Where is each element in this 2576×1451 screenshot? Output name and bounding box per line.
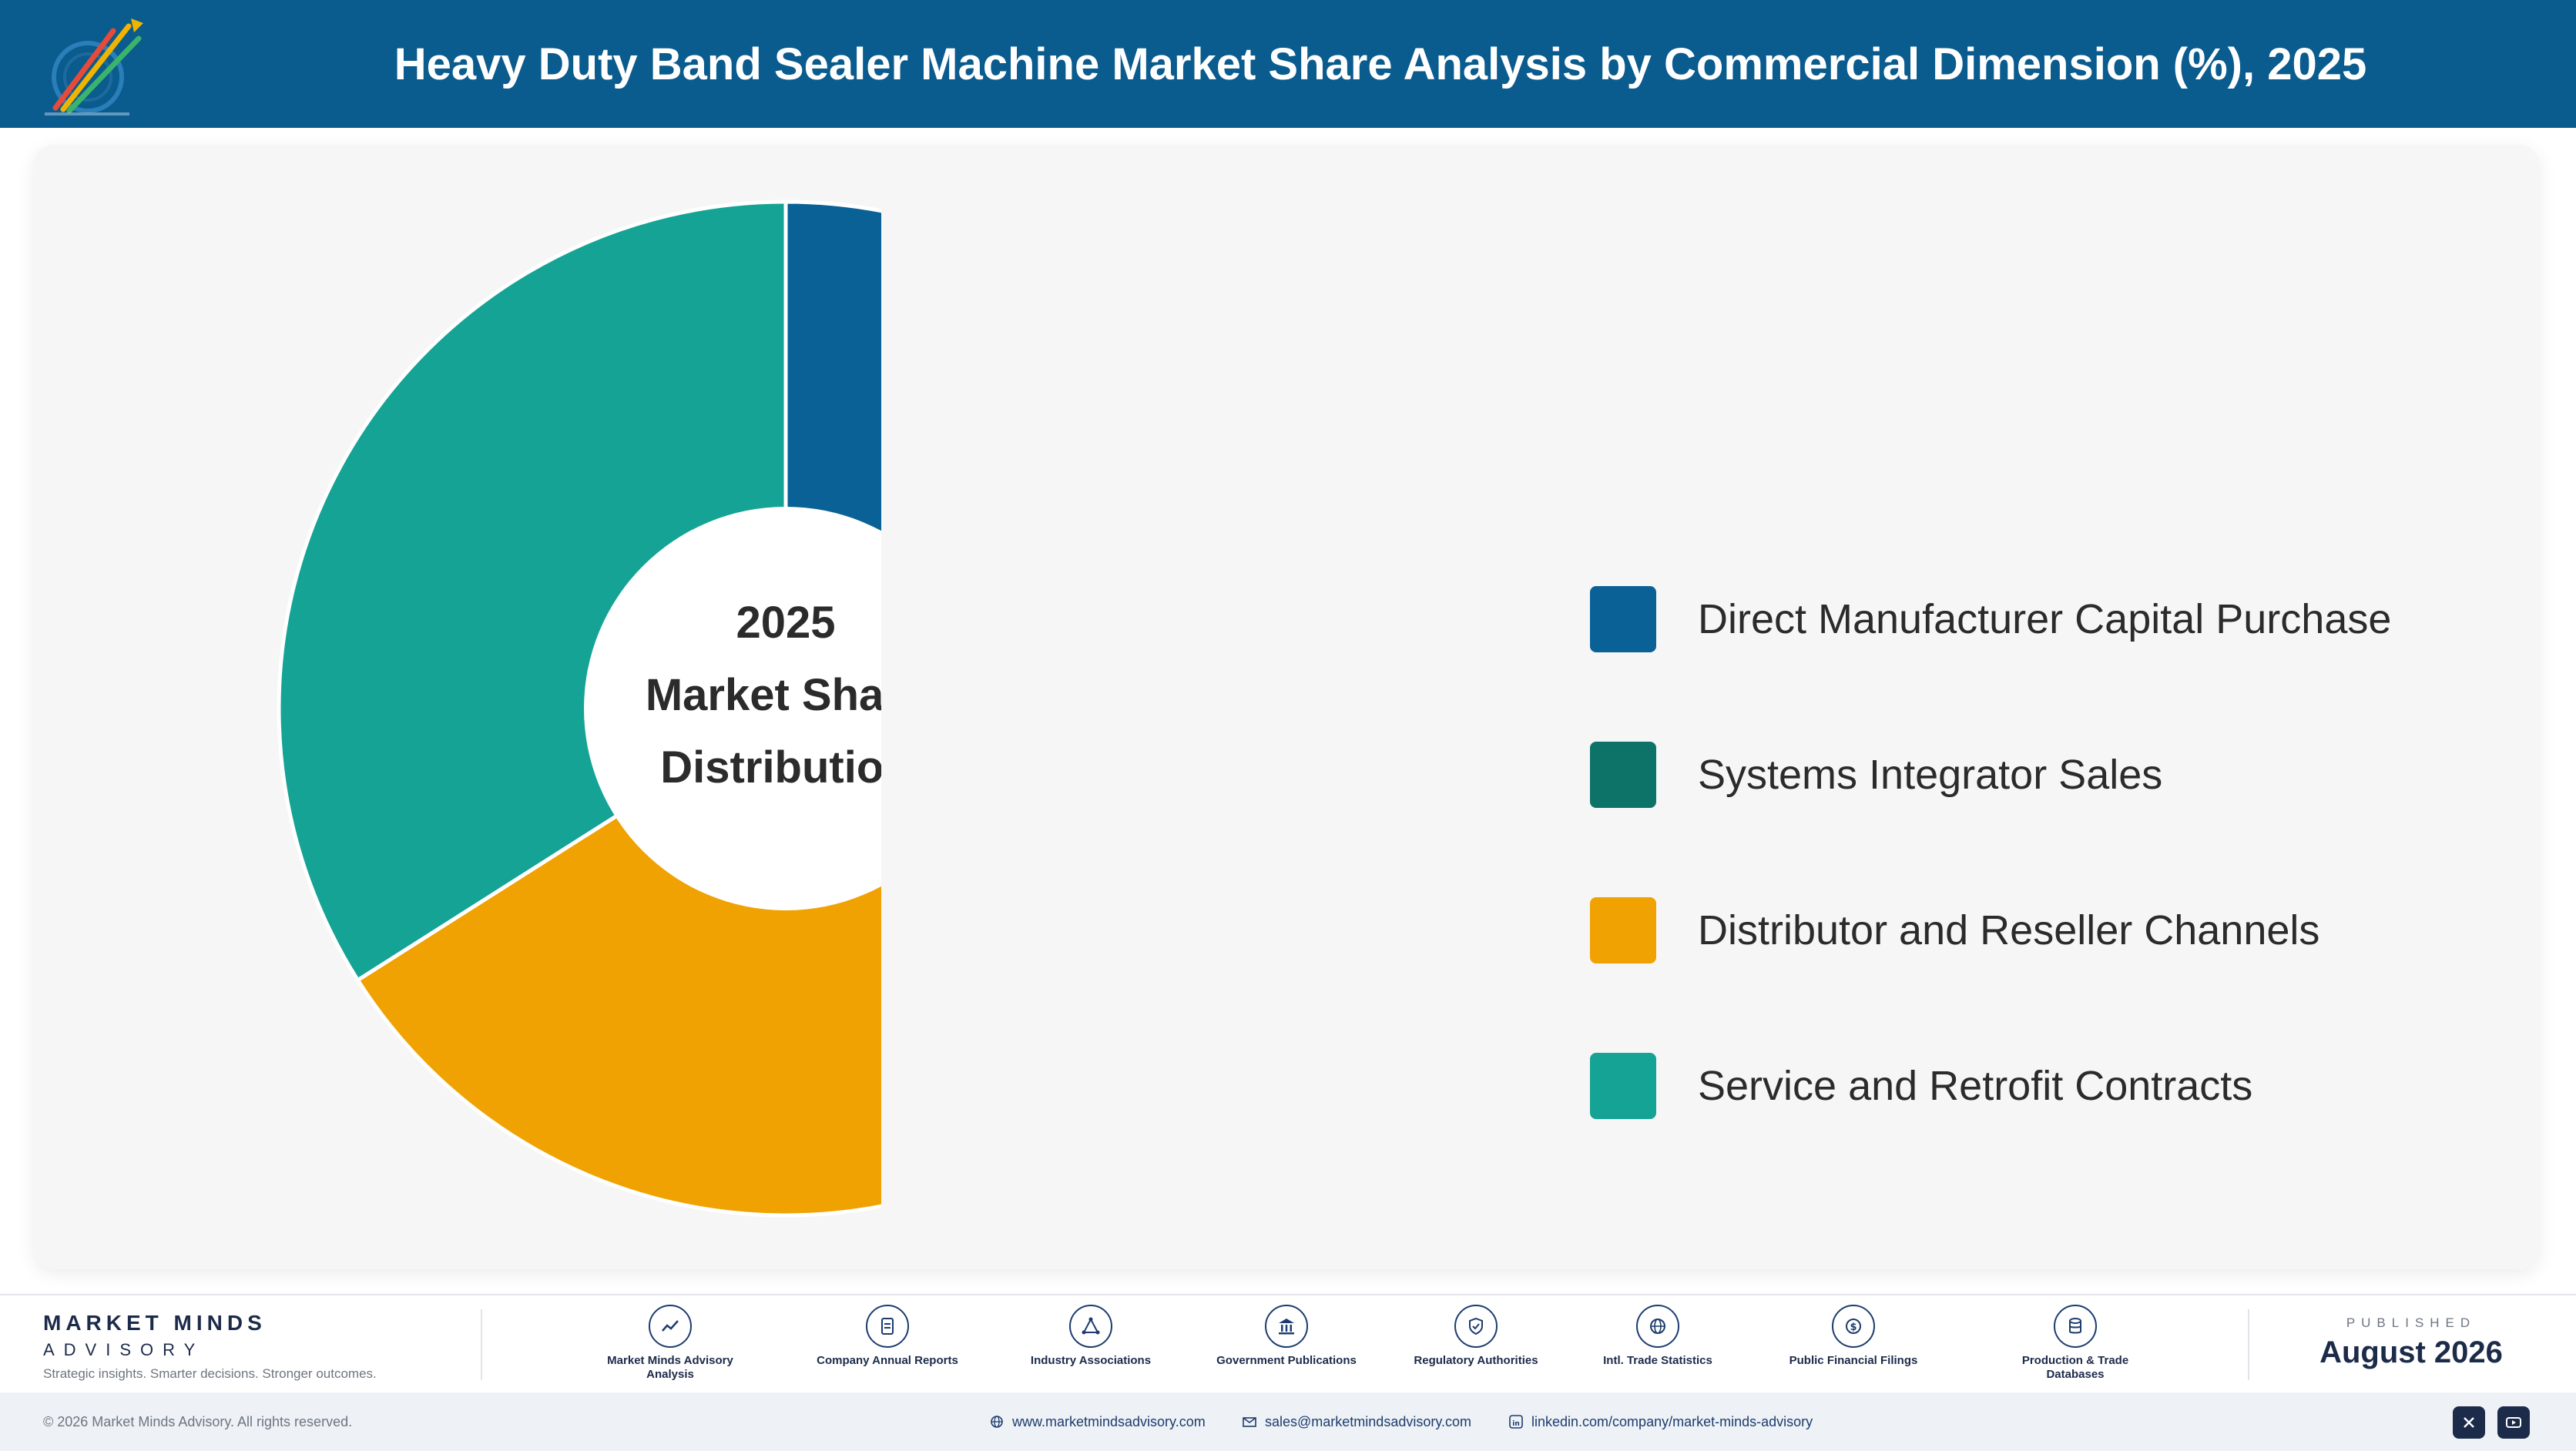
legend-label: Service and Retrofit Contracts [1698,1063,2253,1109]
government-building-icon [1265,1305,1308,1348]
source-label: Government Publications [1216,1354,1357,1367]
source-item: Industry Associations [1014,1305,1168,1368]
svg-text:$: $ [1850,1322,1857,1333]
source-item: Market Minds Advisory Analysis [593,1305,747,1382]
linkedin-text: linkedin.com/company/market-minds-adviso… [1531,1414,1813,1429]
source-item: Regulatory Authorities [1399,1305,1553,1368]
database-icon [2054,1305,2097,1348]
source-label: Regulatory Authorities [1414,1354,1538,1367]
linkedin-icon: in [1509,1415,1523,1429]
brand-tagline: Strategic insights. Smarter decisions. S… [43,1366,377,1381]
youtube-icon[interactable] [2497,1406,2530,1439]
legend-label: Distributor and Reseller Channels [1698,907,2320,953]
company-logo-icon [45,18,143,116]
header-bar: Heavy Duty Band Sealer Machine Market Sh… [0,0,2576,128]
svg-text:in: in [1512,1420,1520,1428]
footer: MARKET MINDS ADVISORY Strategic insights… [0,1294,2576,1451]
center-label-year: 2025 [736,598,835,648]
trend-chart-icon [649,1305,692,1348]
source-label: Company Annual Reports [817,1354,958,1367]
legend-swatch [1590,1053,1656,1119]
legend-swatch [1590,742,1656,808]
globe-icon [1636,1305,1679,1348]
source-label: Intl. Trade Statistics [1603,1354,1712,1367]
copyright-text: © 2026 Market Minds Advisory. All rights… [43,1414,353,1429]
x-icon[interactable] [2453,1406,2485,1439]
website-text: www.marketmindsadvisory.com [1012,1414,1206,1429]
footer-brand: MARKET MINDS ADVISORY Strategic insights… [43,1311,377,1382]
footer-divider [481,1309,482,1380]
published-label: PUBLISHED [2346,1315,2477,1330]
sources-row: Market Minds Advisory Analysis Company A… [570,1305,2172,1388]
donut-chart: 2025 Market Share Distribution [277,199,881,1218]
email-text: sales@marketmindsadvisory.com [1265,1414,1472,1429]
source-item: Company Annual Reports [810,1305,964,1368]
email-link[interactable]: sales@marketmindsadvisory.com [1242,1392,1471,1451]
legend-swatch [1590,586,1656,652]
dollar-coin-icon: $ [1832,1305,1875,1348]
source-label: Market Minds Advisory Analysis [607,1354,733,1381]
source-item: Intl. Trade Statistics [1581,1305,1735,1368]
brand-sub: ADVISORY [43,1340,205,1359]
shield-check-icon [1454,1305,1498,1348]
source-item: Production & Trade Databases [1998,1305,2152,1382]
brand-name: MARKET MINDS [43,1311,267,1335]
globe-icon [991,1416,1003,1428]
source-label: Production & Trade Databases [2021,1354,2129,1381]
footer-divider [2248,1309,2249,1380]
mail-icon [1243,1417,1256,1427]
source-label: Public Financial Filings [1789,1354,1918,1367]
center-label-line2: Market Share [646,670,881,720]
website-link[interactable]: www.marketmindsadvisory.com [989,1392,1206,1451]
footer-bottom-bar: © 2026 Market Minds Advisory. All rights… [0,1392,2576,1451]
source-item: Government Publications [1209,1305,1363,1368]
document-icon [866,1305,909,1348]
chart-card: 2025 Market Share Distribution Direct Ma… [34,145,2539,1269]
legend-label: Systems Integrator Sales [1698,752,2163,798]
published-block: PUBLISHED August 2026 [2280,1315,2542,1370]
page-title: Heavy Duty Band Sealer Machine Market Sh… [394,39,2367,89]
legend-swatch [1590,897,1656,963]
source-item: $ Public Financial Filings [1776,1305,1930,1368]
legend-label: Direct Manufacturer Capital Purchase [1698,596,2392,642]
center-label-line3: Distribution [660,742,881,793]
published-date: August 2026 [2319,1335,2503,1369]
donut-center-hole [584,507,881,910]
source-label: Industry Associations [1030,1354,1152,1367]
linkedin-link[interactable]: in linkedin.com/company/market-minds-adv… [1508,1392,1813,1451]
network-icon [1069,1305,1112,1348]
